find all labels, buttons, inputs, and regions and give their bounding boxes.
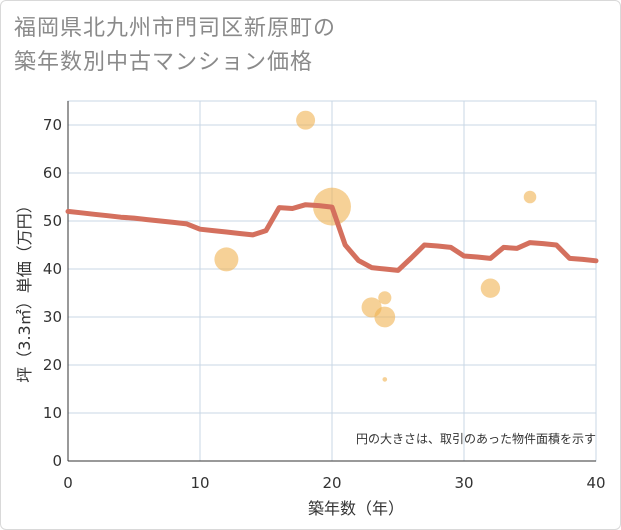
transaction-bubble — [378, 291, 392, 305]
tick-labels: 0 10 20 30 40 50 60 70 0 10 20 30 40 — [43, 116, 606, 492]
y-tick-label: 60 — [43, 164, 62, 182]
transaction-bubble — [480, 278, 501, 298]
y-tick-label: 10 — [43, 404, 62, 422]
x-tick-label: 20 — [322, 474, 341, 492]
x-tick-label: 40 — [586, 474, 605, 492]
transaction-bubble — [523, 190, 537, 204]
x-tick-label: 0 — [63, 474, 73, 492]
y-tick-label: 0 — [52, 452, 62, 470]
average-price-line-path — [65, 202, 599, 273]
chart-title: 福岡県北九州市門司区新原町の 築年数別中古マンション価格 — [14, 12, 336, 80]
chart-title-line-2: 築年数別中古マンション価格 — [14, 50, 314, 75]
axes — [67, 101, 596, 462]
transaction-bubbles — [214, 110, 537, 382]
y-tick-label: 20 — [43, 356, 62, 374]
y-tick-label: 40 — [43, 260, 62, 278]
y-tick-label: 30 — [43, 308, 62, 326]
y-axis-label: 坪（3.3㎡）単価（万円） — [15, 197, 34, 382]
chart-title-line-1: 福岡県北九州市門司区新原町の — [14, 16, 337, 41]
transaction-bubble — [214, 247, 239, 272]
x-axis-label: 築年数（年） — [308, 499, 404, 518]
x-tick-label: 10 — [190, 474, 209, 492]
transaction-bubble — [296, 110, 316, 130]
bubble-size-note: 円の大きさは、取引のあった物件面積を示す — [356, 431, 596, 446]
transaction-bubble — [382, 377, 388, 382]
y-tick-label: 50 — [43, 212, 62, 230]
grid-lines — [67, 100, 597, 462]
x-tick-label: 30 — [454, 474, 473, 492]
average-price-line — [65, 202, 599, 273]
y-tick-label: 70 — [43, 116, 62, 134]
transaction-bubble — [374, 306, 396, 328]
